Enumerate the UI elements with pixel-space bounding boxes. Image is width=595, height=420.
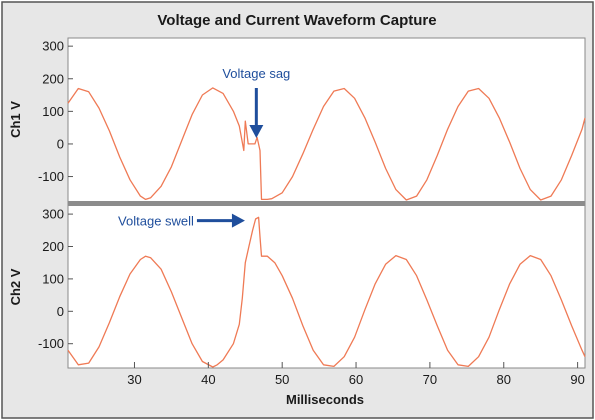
- panel-2: 300 200 100 0 -100 Ch2 V Voltage swell: [8, 207, 586, 368]
- x-tick-label: 30: [127, 372, 141, 387]
- y-tick-label: -100: [38, 169, 64, 184]
- y-tick-label: 0: [57, 136, 64, 151]
- y-tick-label: 100: [42, 271, 64, 286]
- x-axis: 30 40 50 60 70 80 90: [127, 362, 585, 387]
- y-tick-label: -100: [38, 336, 64, 351]
- y-tick-label: 300: [42, 39, 64, 54]
- chart-title: Voltage and Current Waveform Capture: [157, 12, 436, 29]
- y-tick-label: 200: [42, 239, 64, 254]
- y-tick-label: 200: [42, 71, 64, 86]
- y-tick-label: 0: [57, 304, 64, 319]
- series-line: [67, 216, 586, 368]
- x-tick-label: 60: [349, 372, 363, 387]
- y-tick-label: 100: [42, 104, 64, 119]
- x-tick-label: 90: [570, 372, 584, 387]
- panels-layer: 300 200 100 0 -100 Ch1 V Voltage sag 300 200 100 0…: [8, 39, 586, 368]
- annotation-arrow-head: [231, 213, 245, 228]
- x-tick-label: 40: [201, 372, 215, 387]
- annotation-label: Voltage sag: [222, 66, 290, 81]
- x-axis-label: Milliseconds: [286, 392, 364, 407]
- panel-1: 300 200 100 0 -100 Ch1 V Voltage sag: [8, 39, 586, 201]
- y-tick-label: 300: [42, 207, 64, 222]
- x-tick-label: 70: [423, 372, 437, 387]
- panel-divider: [68, 201, 585, 206]
- x-tick-label: 80: [497, 372, 511, 387]
- x-tick-label: 50: [275, 372, 289, 387]
- series-line: [67, 87, 586, 201]
- y-axis-label: Ch1 V: [8, 101, 23, 138]
- y-axis-label: Ch2 V: [8, 268, 23, 305]
- annotation-arrow-head: [249, 124, 264, 138]
- annotation-label: Voltage swell: [118, 214, 194, 229]
